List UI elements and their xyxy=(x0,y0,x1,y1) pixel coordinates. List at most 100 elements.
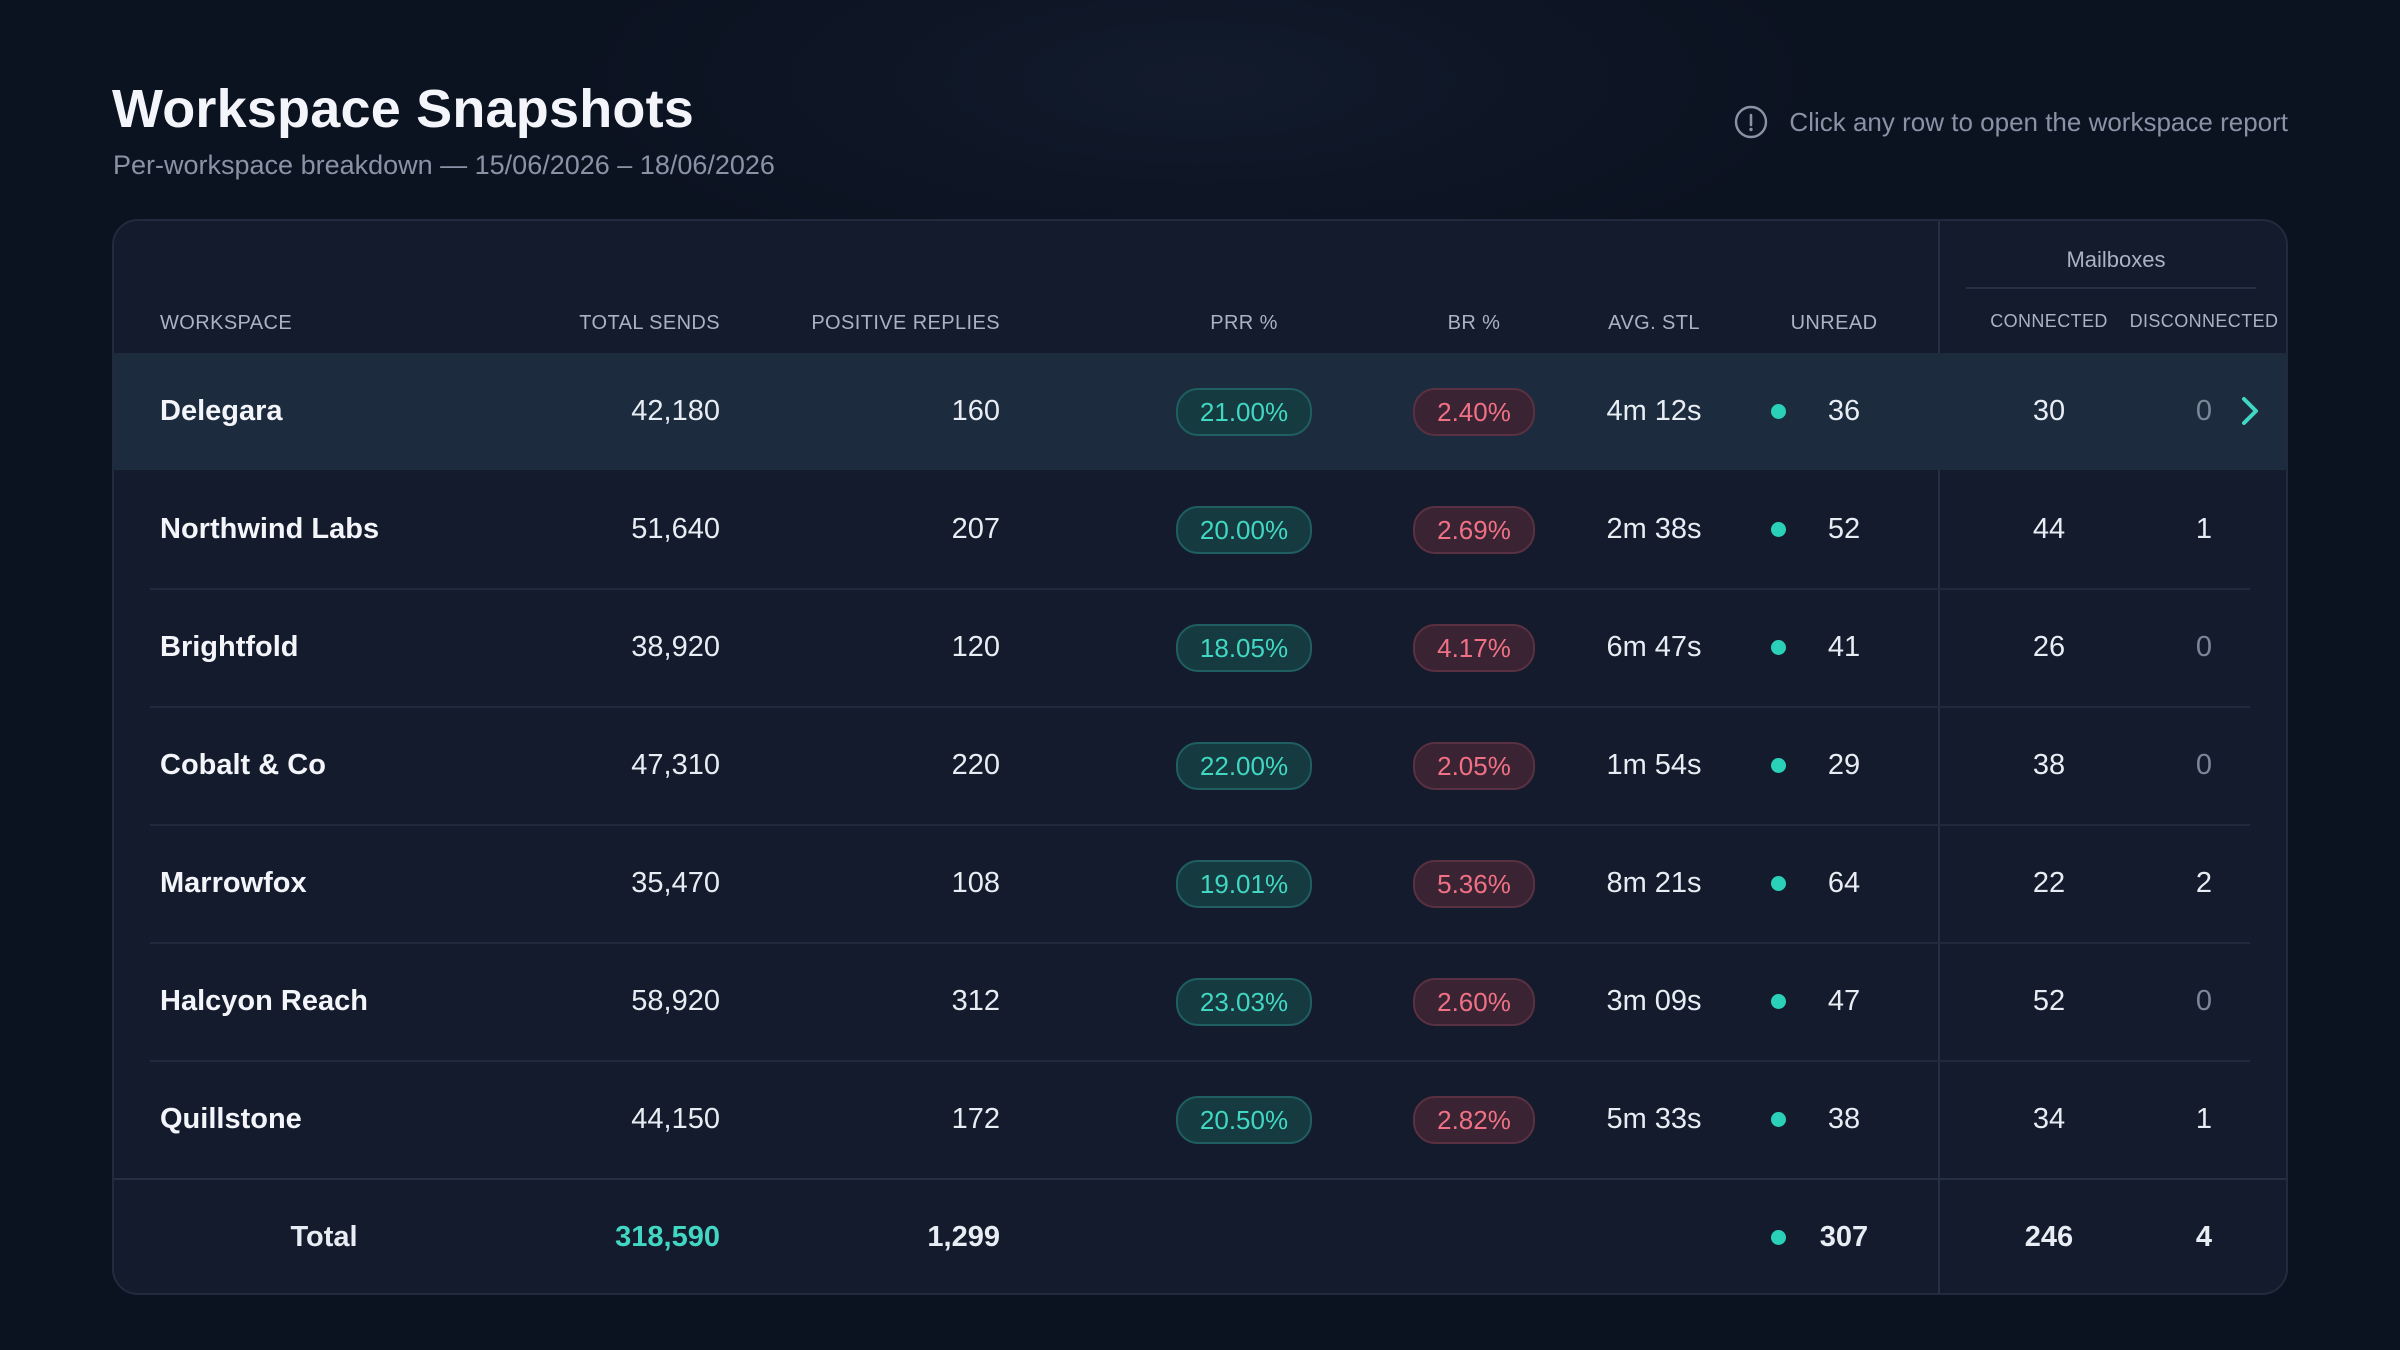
prr-cell: 19.01% xyxy=(1114,825,1374,942)
col-header-unread[interactable]: UNREAD xyxy=(1790,312,1878,334)
table-row[interactable]: Quillstone 44,150 172 20.50% 2.82% 5m 33… xyxy=(114,1061,2286,1178)
connected-count: 52 xyxy=(2032,985,2066,1017)
total-unread: 307 xyxy=(1819,1221,1869,1253)
total-sends: 38,920 xyxy=(631,631,720,663)
row-divider xyxy=(150,706,2250,708)
disconnected-count: 1 xyxy=(2195,513,2213,545)
page-title: Workspace Snapshots xyxy=(112,79,694,139)
status-dot-icon xyxy=(1771,994,1786,1009)
disconnected-count: 0 xyxy=(2195,749,2213,781)
prr-cell: 20.50% xyxy=(1114,1061,1374,1178)
total-sends: 58,920 xyxy=(631,985,720,1017)
prr-badge: 19.01% xyxy=(1175,860,1313,909)
status-dot-icon xyxy=(1771,522,1786,537)
page-subtitle: Per-workspace breakdown — 15/06/2026 – 1… xyxy=(113,150,775,180)
status-dot-icon xyxy=(1771,876,1786,891)
total-sends: 47,310 xyxy=(631,749,720,781)
prr-cell: 21.00% xyxy=(1114,353,1374,470)
col-header-workspace[interactable]: WORKSPACE xyxy=(160,312,293,334)
unread-count: 47 xyxy=(1827,985,1861,1017)
status-dot-icon xyxy=(1771,404,1786,419)
row-divider xyxy=(150,1060,2250,1062)
br-cell: 2.60% xyxy=(1394,943,1554,1060)
prr-cell: 20.00% xyxy=(1114,471,1374,588)
workspace-name: Halcyon Reach xyxy=(160,985,368,1017)
br-badge: 2.82% xyxy=(1413,1096,1535,1145)
total-disconnected: 4 xyxy=(2195,1221,2213,1253)
positive-replies: 108 xyxy=(951,867,1000,899)
connected-count: 26 xyxy=(2032,631,2066,663)
disconnected-count: 0 xyxy=(2195,985,2213,1017)
total-sends: 42,180 xyxy=(631,395,720,427)
table-row[interactable]: Delegara 42,180 160 21.00% 2.40% 4m 12s … xyxy=(114,353,2286,470)
col-header-prr[interactable]: PRR % xyxy=(1210,312,1278,334)
mailboxes-group-header: Mailboxes xyxy=(2066,247,2166,272)
status-dot-icon xyxy=(1771,1112,1786,1127)
avg-stl: 1m 54s xyxy=(1606,749,1702,781)
total-connected: 246 xyxy=(2024,1221,2074,1253)
br-badge: 2.69% xyxy=(1413,506,1535,555)
unread-count: 36 xyxy=(1827,395,1861,427)
total-sends: 318,590 xyxy=(615,1221,720,1253)
unread-count: 38 xyxy=(1827,1103,1861,1135)
avg-stl: 5m 33s xyxy=(1606,1103,1702,1135)
avg-stl: 6m 47s xyxy=(1606,631,1702,663)
col-header-positive-replies[interactable]: POSITIVE REPLIES xyxy=(811,312,1000,334)
positive-replies: 220 xyxy=(951,749,1000,781)
avg-stl: 8m 21s xyxy=(1606,867,1702,899)
connected-count: 22 xyxy=(2032,867,2066,899)
br-cell: 2.05% xyxy=(1394,707,1554,824)
row-divider xyxy=(150,942,2250,944)
col-header-total-sends[interactable]: TOTAL SENDS xyxy=(579,312,720,334)
br-cell: 2.82% xyxy=(1394,1061,1554,1178)
row-divider xyxy=(150,588,2250,590)
col-header-connected[interactable]: CONNECTED xyxy=(1990,311,2108,331)
table-row[interactable]: Halcyon Reach 58,920 312 23.03% 2.60% 3m… xyxy=(114,943,2286,1060)
status-dot-icon xyxy=(1771,1230,1786,1245)
br-cell: 5.36% xyxy=(1394,825,1554,942)
total-label: Total xyxy=(290,1221,358,1253)
prr-badge: 23.03% xyxy=(1175,978,1313,1027)
br-badge: 2.40% xyxy=(1413,388,1535,437)
table-row[interactable]: Marrowfox 35,470 108 19.01% 5.36% 8m 21s… xyxy=(114,825,2286,942)
col-header-avg-stl[interactable]: AVG. STL xyxy=(1608,312,1700,334)
positive-replies: 160 xyxy=(951,395,1000,427)
total-sends: 35,470 xyxy=(631,867,720,899)
col-header-disconnected[interactable]: DISCONNECTED xyxy=(2129,311,2279,331)
chevron-right-icon[interactable] xyxy=(2238,395,2262,432)
mailboxes-group-underline xyxy=(1966,287,2256,289)
workspace-name: Cobalt & Co xyxy=(160,749,326,781)
br-badge: 2.60% xyxy=(1413,978,1535,1027)
workspace-name: Delegara xyxy=(160,395,283,427)
col-header-br[interactable]: BR % xyxy=(1447,312,1501,334)
status-dot-icon xyxy=(1771,640,1786,655)
prr-badge: 21.00% xyxy=(1175,388,1313,437)
hint-text: Click any row to open the workspace repo… xyxy=(1789,106,2288,137)
row-divider xyxy=(150,824,2250,826)
workspace-name: Marrowfox xyxy=(160,867,307,899)
table-row[interactable]: Northwind Labs 51,640 207 20.00% 2.69% 2… xyxy=(114,471,2286,588)
workspace-name: Northwind Labs xyxy=(160,513,380,545)
disconnected-count: 1 xyxy=(2195,1103,2213,1135)
br-badge: 2.05% xyxy=(1413,742,1535,791)
prr-cell: 22.00% xyxy=(1114,707,1374,824)
mailboxes-divider xyxy=(1938,221,1940,1293)
disconnected-count: 0 xyxy=(2195,631,2213,663)
table-row[interactable]: Cobalt & Co 47,310 220 22.00% 2.05% 1m 5… xyxy=(114,707,2286,824)
prr-badge: 18.05% xyxy=(1175,624,1313,673)
total-sends: 51,640 xyxy=(631,513,720,545)
unread-count: 64 xyxy=(1827,867,1861,899)
prr-cell: 18.05% xyxy=(1114,589,1374,706)
hint: Click any row to open the workspace repo… xyxy=(1733,104,2288,140)
table-row[interactable]: Brightfold 38,920 120 18.05% 4.17% 6m 47… xyxy=(114,589,2286,706)
prr-badge: 20.50% xyxy=(1175,1096,1313,1145)
workspace-table: Mailboxes WORKSPACE TOTAL SENDS POSITIVE… xyxy=(112,219,2288,1295)
br-badge: 4.17% xyxy=(1413,624,1535,673)
avg-stl: 3m 09s xyxy=(1606,985,1702,1017)
positive-replies: 207 xyxy=(951,513,1000,545)
unread-count: 41 xyxy=(1827,631,1861,663)
prr-cell: 23.03% xyxy=(1114,943,1374,1060)
br-cell: 2.69% xyxy=(1394,471,1554,588)
disconnected-count: 0 xyxy=(2195,395,2213,427)
br-badge: 5.36% xyxy=(1413,860,1535,909)
